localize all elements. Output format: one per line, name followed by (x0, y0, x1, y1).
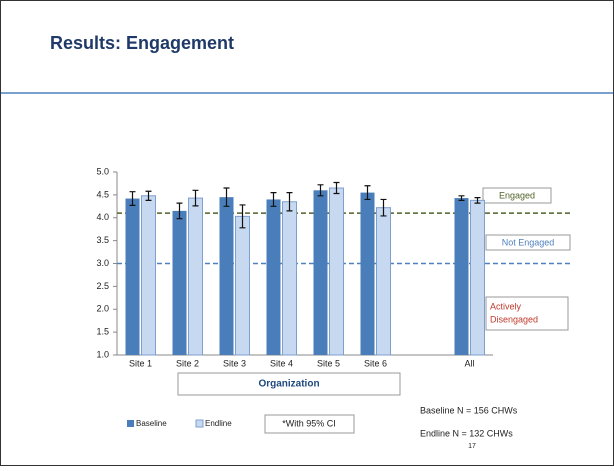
x-label-box (177, 372, 401, 396)
note: *With 95% CI (282, 418, 336, 428)
x-tick-label: Site 3 (223, 358, 246, 368)
error-bar (192, 189, 199, 207)
bar (329, 187, 344, 356)
y-tick-label: 2.5 (96, 281, 109, 291)
x-tick-label: Site 2 (176, 358, 199, 368)
bar (376, 207, 391, 356)
y-tick-label: 3.0 (96, 258, 109, 268)
legend-swatch (195, 419, 204, 428)
legend-label: Baseline (136, 419, 167, 428)
error-bar (239, 204, 246, 229)
label-box (485, 234, 571, 251)
error-bar (223, 187, 230, 207)
bar (188, 197, 203, 356)
note-box (264, 414, 355, 434)
label-box (485, 296, 569, 331)
legend-swatch (127, 420, 134, 427)
bar (470, 199, 485, 356)
error-bar (458, 195, 465, 201)
sample-size: Endline N = 132 CHWs (420, 428, 513, 438)
error-bar (333, 181, 340, 195)
y-tick-label: 3.5 (96, 235, 109, 245)
region-label: Disengaged (490, 314, 538, 324)
bar (282, 201, 297, 356)
y-tick-label: 4.0 (96, 212, 109, 222)
y-tick-label: 1.0 (96, 349, 109, 359)
x-tick-label: Site 4 (270, 358, 293, 368)
bar (313, 190, 328, 355)
error-bar (364, 185, 371, 201)
bar (125, 198, 140, 355)
label-box (482, 187, 552, 204)
bar (219, 197, 234, 355)
error-bar (286, 191, 293, 212)
slide-title: Results: Engagement (50, 33, 234, 53)
bar (266, 199, 281, 355)
error-bar (176, 202, 183, 220)
x-tick-label: Site 1 (129, 358, 152, 368)
error-bar (474, 197, 481, 204)
x-tick-label: Site 6 (364, 358, 387, 368)
error-bar (145, 190, 152, 201)
bar (141, 195, 156, 356)
sample-size: Baseline N = 156 CHWs (420, 405, 518, 415)
legend-label: Endline (205, 419, 232, 428)
bar (454, 198, 469, 355)
y-tick-label: 2.0 (96, 304, 109, 314)
error-bar (270, 191, 277, 207)
reference-label: Engaged (499, 190, 535, 200)
bar (360, 192, 375, 355)
x-axis-label: Organization (258, 379, 319, 390)
y-tick-label: 1.5 (96, 327, 109, 337)
bar (235, 215, 250, 356)
bar (172, 210, 187, 355)
y-tick-label: 5.0 (96, 166, 109, 176)
x-tick-label: All (464, 358, 474, 368)
reference-label: Not Engaged (502, 237, 555, 247)
x-tick-label: Site 5 (317, 358, 340, 368)
y-tick-label: 4.5 (96, 189, 109, 199)
page-number: 17 (468, 443, 476, 450)
error-bar (129, 191, 136, 206)
error-bar (317, 184, 324, 197)
error-bar (380, 198, 387, 217)
region-label: Actively (490, 301, 522, 311)
